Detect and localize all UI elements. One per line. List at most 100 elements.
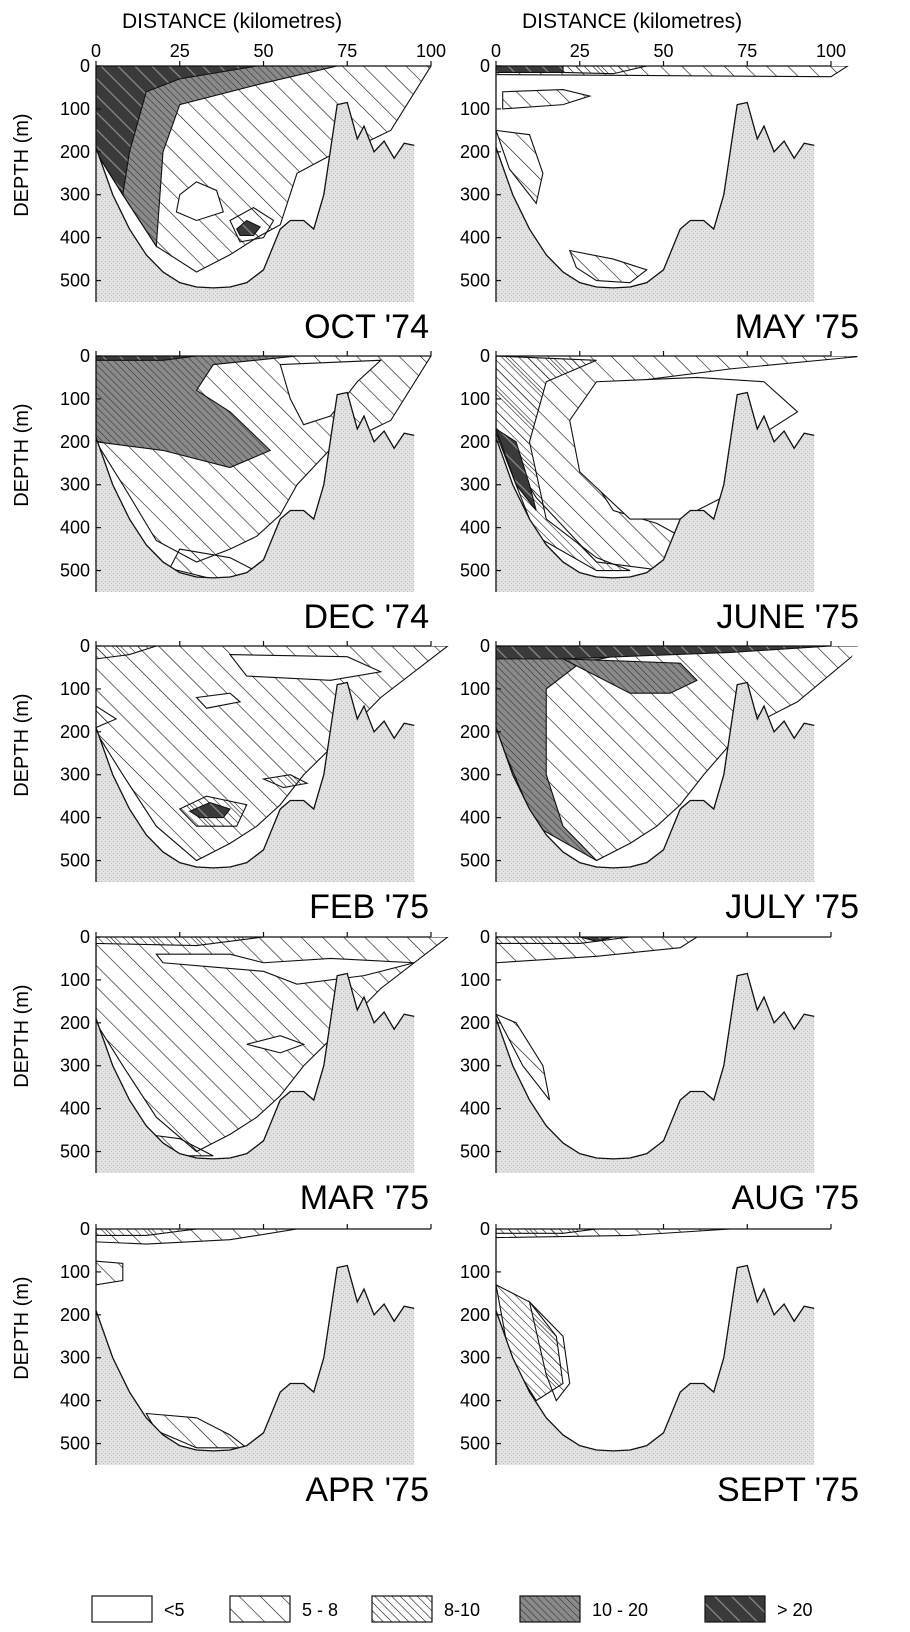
seabed: [496, 682, 815, 882]
contour-region-4: [502, 89, 592, 110]
y-tick-label: 0: [80, 927, 90, 947]
y-tick-label: 0: [480, 346, 490, 366]
y-axis-label: DEPTH (m): [11, 113, 33, 216]
legend-label: 10 - 20: [592, 1600, 648, 1620]
y-tick-label: 0: [80, 1219, 90, 1239]
contour-region-4: [496, 1013, 551, 1101]
bathymetry-line: [495, 972, 815, 1160]
y-tick-label: 300: [460, 1056, 490, 1076]
x-tick-label: 75: [337, 41, 357, 61]
contour-region-4: [562, 658, 698, 694]
contour-region-3: [195, 692, 242, 709]
y-tick-label: 0: [80, 346, 90, 366]
y-tick-label: 500: [60, 561, 90, 581]
y-tick-label: 200: [60, 142, 90, 162]
bathymetry-line: [95, 972, 415, 1160]
contours: [496, 66, 850, 284]
bathymetry-line: [95, 101, 415, 289]
panel-3: 0 100 200 300 400 500 DEPTH (m) DEC '74: [11, 346, 432, 636]
y-tick-label: 400: [460, 1099, 490, 1119]
y-tick-label: 0: [480, 927, 490, 947]
x-tick-label: 25: [570, 41, 590, 61]
y-tick-label: 0: [80, 56, 90, 76]
y-tick-label: 300: [60, 765, 90, 785]
y-tick-label: 500: [460, 561, 490, 581]
seabed: [96, 973, 415, 1173]
contour-region-5: [496, 129, 544, 205]
seabed: [496, 392, 815, 592]
y-tick-label: 100: [460, 99, 490, 119]
contour-region-3: [562, 66, 647, 75]
legend-label: <5: [164, 1600, 185, 1620]
y-tick-label: 300: [460, 185, 490, 205]
y-tick-label: 100: [460, 970, 490, 990]
y-tick-label: 0: [480, 636, 490, 656]
legend-swatch: [91, 1595, 153, 1623]
contours: [96, 937, 450, 1157]
y-tick-label: 400: [60, 1391, 90, 1411]
contour-region-4: [175, 181, 224, 222]
x-axis-title-left: DISTANCE (kilometres): [122, 10, 342, 33]
contour-region-3: [96, 356, 197, 361]
y-tick-label: 100: [60, 970, 90, 990]
y-axis-label: DEPTH (m): [11, 984, 33, 1087]
panel-4: 0 100 200 300 400 500 JUNE '75: [460, 346, 859, 636]
y-tick-label: 200: [60, 722, 90, 742]
contour-region-7: [188, 802, 231, 819]
y-tick-label: 300: [60, 1056, 90, 1076]
y-tick-label: 300: [60, 1348, 90, 1368]
y-tick-label: 400: [60, 518, 90, 538]
x-tick-label: 100: [416, 41, 446, 61]
contour-region-2: [96, 1229, 197, 1236]
bathymetry-line: [95, 1264, 415, 1452]
contours: [96, 1229, 298, 1449]
y-axis-label: DEPTH (m): [11, 1276, 33, 1379]
panel-title: MAY '75: [735, 308, 859, 346]
contour-region-5: [96, 705, 118, 729]
y-tick-label: 0: [80, 636, 90, 656]
y-tick-label: 300: [60, 475, 90, 495]
seabed: [96, 682, 415, 882]
y-tick-label: 400: [60, 808, 90, 828]
x-tick-label: 0: [91, 41, 101, 61]
y-tick-label: 200: [460, 722, 490, 742]
y-tick-label: 200: [460, 1013, 490, 1033]
x-tick-label: 50: [653, 41, 673, 61]
y-tick-label: 400: [460, 1391, 490, 1411]
contour-region-4: [96, 937, 264, 947]
x-tick-label: 75: [737, 41, 757, 61]
y-tick-label: 500: [460, 271, 490, 291]
legend-item: 8-10: [371, 1595, 480, 1623]
legend-swatch: [704, 1595, 766, 1623]
contour-region-2: [155, 953, 415, 985]
y-tick-label: 100: [60, 1262, 90, 1282]
contours: [496, 937, 699, 1101]
panel-title: APR '75: [305, 1471, 429, 1509]
panel-2: 0 25 50 75 100 0 100 200 300 400 500 MAY '75: [460, 41, 859, 346]
seabed: [96, 1265, 415, 1465]
panel-title: SEPT '75: [717, 1471, 859, 1509]
x-tick-label: 0: [491, 41, 501, 61]
y-tick-label: 100: [60, 679, 90, 699]
y-axis-label: DEPTH (m): [11, 693, 33, 796]
legend: <5 5 - 8 8-10 10 - 20 > 20: [91, 1595, 813, 1623]
bathymetry-line: [495, 1264, 815, 1452]
contour-region-3: [96, 1260, 124, 1286]
y-tick-label: 300: [460, 1348, 490, 1368]
y-tick-label: 300: [460, 765, 490, 785]
panel-title: JUNE '75: [716, 598, 859, 636]
contour-region-3: [579, 937, 614, 942]
bathymetry-line: [495, 391, 815, 579]
seabed: [96, 102, 415, 303]
legend-item: <5: [91, 1595, 185, 1623]
y-tick-label: 400: [60, 1099, 90, 1119]
y-tick-label: 400: [460, 518, 490, 538]
panel-7: 0 100 200 300 400 500 DEPTH (m) MAR '75: [11, 927, 450, 1217]
contour-region-8: [261, 774, 309, 789]
legend-label: 5 - 8: [302, 1600, 338, 1620]
contour-region-2: [228, 654, 383, 681]
contour-region-3: [496, 646, 832, 660]
y-tick-label: 100: [60, 389, 90, 409]
y-tick-label: 500: [60, 271, 90, 291]
